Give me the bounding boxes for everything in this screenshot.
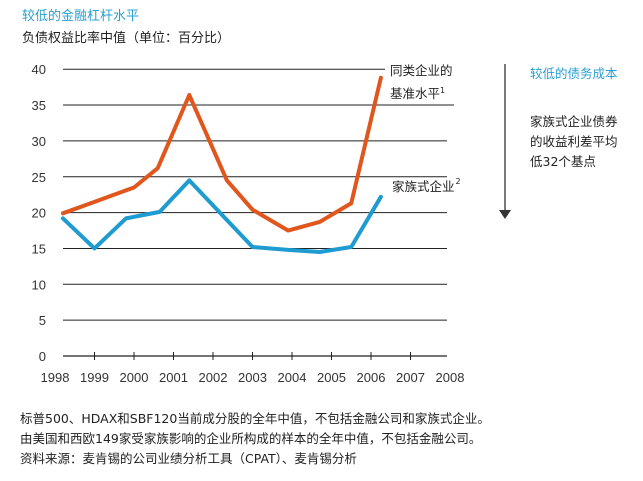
x-tick-label: 2004 [278,370,307,385]
side-panel-line: 的收益利差平均 [530,134,618,149]
x-tick-label: 2002 [199,370,228,385]
x-tick-label: 2008 [436,370,465,385]
superscript: 2 [456,177,461,186]
x-tick-label: 2005 [317,370,346,385]
series-label-line: 基准水平 [390,86,441,102]
chart-title: 较低的金融杠杆水平 [22,9,140,24]
footnote-source: 资料来源：麦肯锡的公司业绩分析工具（CPAT）、麦肯锡分析 [20,451,357,466]
footnote-1: 标普500、HDAX和SBF120当前成分股的全年中值，不包括金融公司和家族式企… [20,411,490,426]
arrow-head-icon [499,210,511,219]
series-label-benchmark: 同类企业的基准水平1 [390,61,453,104]
superscript: 1 [440,86,446,95]
x-tick-label: 2000 [120,370,149,385]
series-label-line: 同类企业的 [390,63,453,78]
y-tick-label: 15 [32,241,46,256]
x-tick-label: 2007 [396,370,425,385]
series-line-family-firms [60,178,383,255]
x-tick-label: 2003 [238,370,267,385]
y-tick-label: 40 [32,62,46,77]
chart-subtitle: 负债权益比率中值（单位：百分比） [22,31,231,46]
x-tick-label: 2001 [159,370,188,385]
y-tick-label: 25 [32,170,46,185]
side-panel-line: 低32个基点 [530,154,596,169]
y-tick-label: 0 [39,349,46,364]
footnote-2: 由美国和西欧149家受家族影响的企业所构成的样本的全年中值，不包括金融公司。 [20,431,482,446]
side-panel-title: 较低的债务成本 [530,66,618,81]
y-tick-label: 10 [32,277,46,292]
side-panel-line: 家族式企业债券 [530,114,618,129]
series-line-benchmark [60,75,383,233]
y-tick-label: 5 [39,313,46,328]
x-tick-label: 1998 [41,370,70,385]
y-tick-label: 30 [32,134,46,149]
series-label-family-firms: 家族式企业 [392,179,455,194]
line-chart: 0 5 10 15 20 25 30 35 40 1998 1999 2000 2001 2002 2003… [32,62,511,385]
y-tick-label: 35 [32,98,46,113]
x-tick-label: 2006 [357,370,386,385]
series-label-text: 同类企业的基准水平1 [390,63,453,101]
x-tick-label: 1999 [80,370,109,385]
y-tick-label: 20 [32,206,46,221]
